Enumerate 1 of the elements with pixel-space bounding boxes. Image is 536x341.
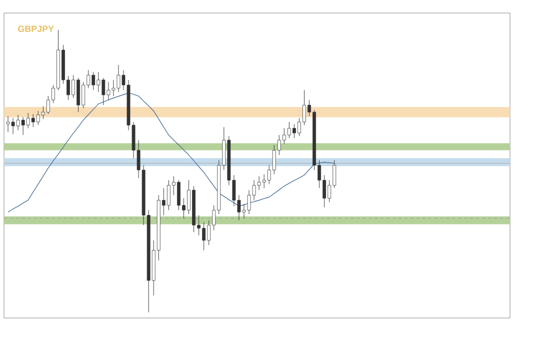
chart-title: GBPJPY bbox=[18, 26, 54, 32]
